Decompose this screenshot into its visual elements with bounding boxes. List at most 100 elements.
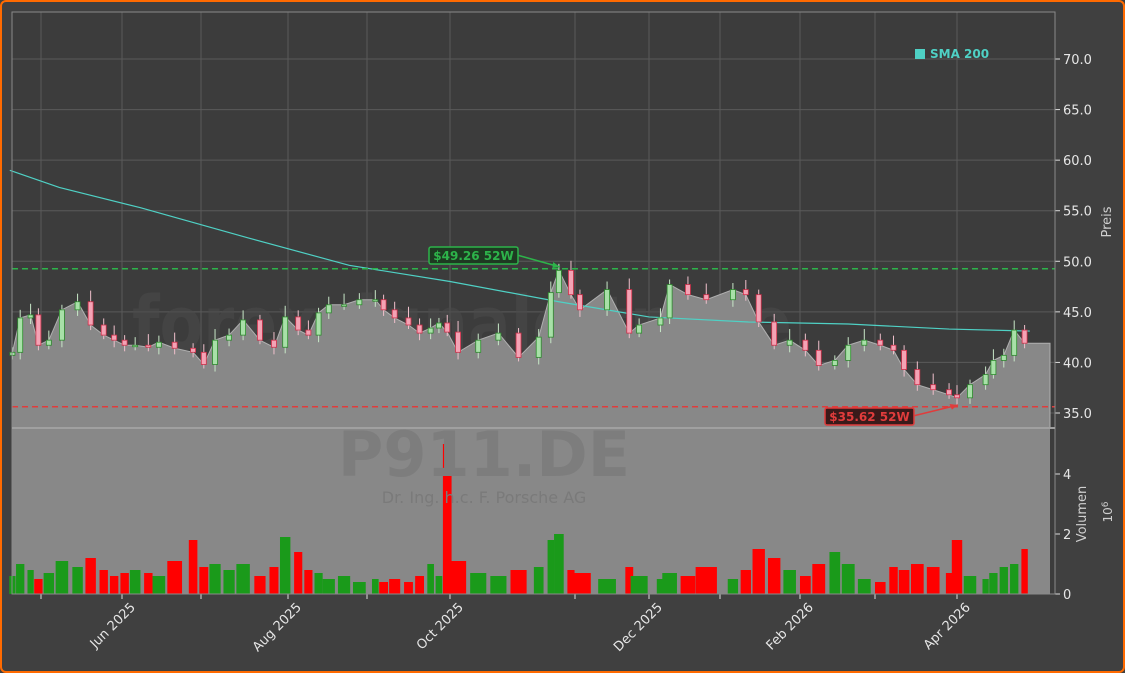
candle xyxy=(666,279,673,324)
volume-bar xyxy=(322,579,335,594)
candle xyxy=(890,335,897,355)
candle-body xyxy=(1011,329,1018,356)
volume-bar xyxy=(680,576,696,594)
volume-bar xyxy=(371,579,379,594)
candle-body xyxy=(240,319,246,336)
candle xyxy=(730,283,736,307)
candle xyxy=(967,379,973,404)
candle-body xyxy=(515,332,522,358)
volume-bar xyxy=(304,570,313,594)
candle-body xyxy=(132,344,139,348)
candle xyxy=(815,340,822,371)
candle-body xyxy=(703,294,710,301)
volume-background xyxy=(12,428,1050,594)
y-tick-label: 40.0 xyxy=(1063,356,1092,371)
candle-body xyxy=(356,299,363,306)
volume-bar xyxy=(963,576,977,594)
candle-body xyxy=(901,349,907,370)
candle xyxy=(405,306,412,330)
volume-bar xyxy=(144,573,153,594)
candle-body xyxy=(391,309,398,319)
candle-body xyxy=(341,304,347,307)
candle-body xyxy=(87,301,94,326)
legend-label-sma: SMA 200 xyxy=(930,47,989,61)
candle xyxy=(87,290,94,331)
candle xyxy=(356,293,363,309)
candle xyxy=(990,349,997,379)
volume-bar xyxy=(841,564,855,594)
high-52w-label-box xyxy=(428,246,519,265)
candle xyxy=(325,296,332,319)
candle xyxy=(831,355,838,370)
candle-body xyxy=(666,284,673,319)
candle-body xyxy=(1021,329,1028,344)
volume-tick-label: 2 xyxy=(1063,528,1071,543)
candle xyxy=(982,366,989,390)
x-tick-label: Apr 2026 xyxy=(921,600,974,653)
candle xyxy=(190,343,197,358)
candle-body xyxy=(831,360,838,366)
candle-body xyxy=(946,389,952,396)
candle xyxy=(372,290,379,307)
volume-scale-label: 106 xyxy=(1101,501,1115,522)
candle-body xyxy=(17,317,24,353)
candle-body xyxy=(171,341,178,349)
candle xyxy=(685,276,691,300)
candle xyxy=(444,314,451,337)
price-axis-label: Preis xyxy=(1100,206,1115,237)
candle xyxy=(1000,348,1007,368)
candle xyxy=(17,309,24,360)
candle-body xyxy=(568,269,574,296)
volume-bar xyxy=(951,540,963,594)
candle-body xyxy=(1000,354,1007,361)
volume-bar xyxy=(404,582,413,594)
volume-bar xyxy=(109,576,119,594)
candle xyxy=(636,318,643,338)
candle xyxy=(604,281,610,316)
volume-bar xyxy=(554,534,564,594)
volume-bar xyxy=(129,570,141,594)
volume-bar xyxy=(27,570,34,594)
candle xyxy=(786,329,793,353)
candle xyxy=(455,320,461,360)
volume-bar xyxy=(167,561,183,594)
candle-body xyxy=(990,360,997,375)
candle xyxy=(475,333,482,359)
candle-body xyxy=(877,339,884,346)
volume-panel xyxy=(9,428,1050,594)
y-tick-label: 65.0 xyxy=(1063,104,1092,119)
volume-bar xyxy=(510,570,527,594)
candle-body xyxy=(730,289,736,301)
candle-body xyxy=(155,341,162,348)
candle xyxy=(416,318,423,341)
candle-body xyxy=(626,289,633,334)
volume-bar xyxy=(43,573,55,594)
y-tick-label: 50.0 xyxy=(1063,255,1092,270)
candle xyxy=(341,293,347,310)
candle-body xyxy=(604,289,610,311)
candle xyxy=(703,283,710,304)
candle xyxy=(495,323,502,346)
candle xyxy=(74,293,81,316)
volume-bar xyxy=(982,579,989,594)
volume-bar xyxy=(910,564,924,594)
candle-body xyxy=(742,289,749,296)
volume-bar xyxy=(223,570,235,594)
x-tick-label: Jun 2025 xyxy=(87,600,139,652)
candle xyxy=(755,289,762,328)
candle xyxy=(901,345,907,377)
candle xyxy=(515,328,522,362)
volume-bar xyxy=(752,549,765,594)
candle xyxy=(742,280,749,301)
candle-body xyxy=(455,331,461,353)
candle-body xyxy=(315,312,322,336)
candle-body xyxy=(427,327,434,334)
candle-body xyxy=(982,374,989,386)
candle-body xyxy=(405,317,412,326)
candle xyxy=(771,313,778,350)
candle xyxy=(45,330,52,350)
candle-body xyxy=(74,301,81,311)
candle xyxy=(271,332,277,355)
candle-body xyxy=(45,339,52,346)
volume-bar xyxy=(99,570,108,594)
